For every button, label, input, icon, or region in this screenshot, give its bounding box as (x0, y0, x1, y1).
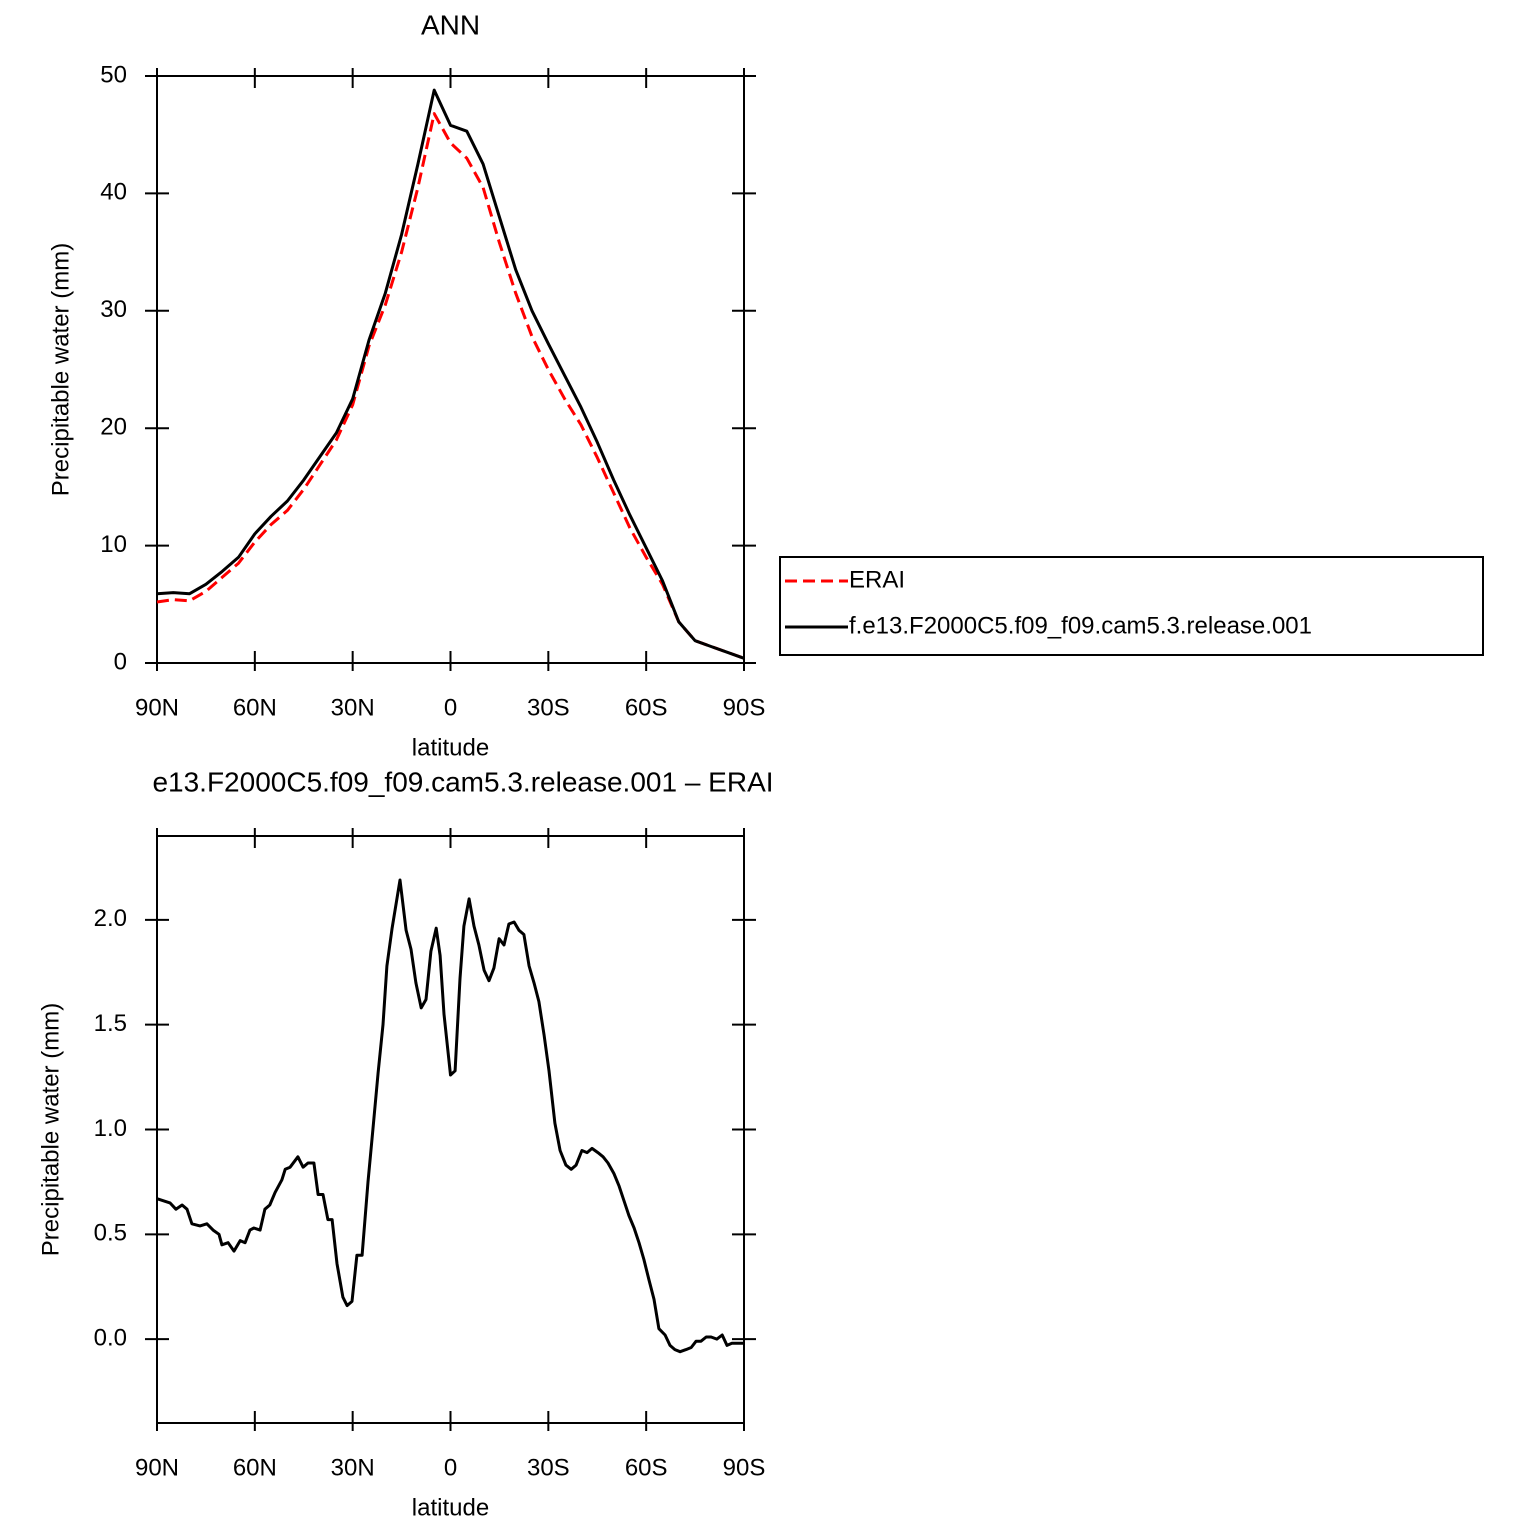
x-tick-label: 60S (625, 1454, 668, 1481)
legend-label: ERAI (849, 566, 905, 593)
y-tick-label: 20 (100, 414, 127, 441)
y-tick-label: 1.0 (94, 1115, 127, 1142)
legend-label: f.e13.F2000C5.f09_f09.cam5.3.release.001 (849, 612, 1312, 639)
x-tick-label: 30S (527, 694, 570, 721)
data-line (156, 88, 745, 660)
x-axis-label: latitude (412, 734, 489, 761)
x-tick-label: 90S (723, 1454, 766, 1481)
y-tick-label: 0.0 (94, 1324, 127, 1351)
y-tick-label: 50 (100, 61, 127, 88)
y-tick-label: 30 (100, 296, 127, 323)
x-tick-label: 0 (444, 694, 457, 721)
chart-title: ANN (421, 9, 480, 40)
data-line (156, 878, 744, 1354)
y-tick-label: 40 (100, 179, 127, 206)
x-tick-label: 30N (331, 1454, 375, 1481)
x-tick-label: 0 (444, 1454, 457, 1481)
x-tick-label: 30S (527, 1454, 570, 1481)
y-tick-label: 1.5 (94, 1010, 127, 1037)
y-tick-label: 10 (100, 531, 127, 558)
y-axis-label: Precipitable water (mm) (47, 243, 74, 496)
y-tick-label: 0 (114, 648, 127, 675)
y-axis-label: Precipitable water (mm) (37, 1003, 64, 1256)
chart-title: e13.F2000C5.f09_f09.cam5.3.release.001 –… (152, 766, 773, 797)
x-tick-label: 90S (723, 694, 766, 721)
y-tick-label: 2.0 (94, 905, 127, 932)
data-line (156, 112, 745, 660)
x-tick-label: 30N (331, 694, 375, 721)
x-axis-label: latitude (412, 1494, 489, 1521)
x-tick-label: 60N (233, 1454, 277, 1481)
x-tick-label: 60S (625, 694, 668, 721)
legend-box (779, 556, 1484, 656)
plot-frame (156, 835, 745, 1424)
x-tick-label: 90N (135, 1454, 179, 1481)
x-tick-label: 60N (233, 694, 277, 721)
x-tick-label: 90N (135, 694, 179, 721)
y-tick-label: 0.5 (94, 1220, 127, 1247)
